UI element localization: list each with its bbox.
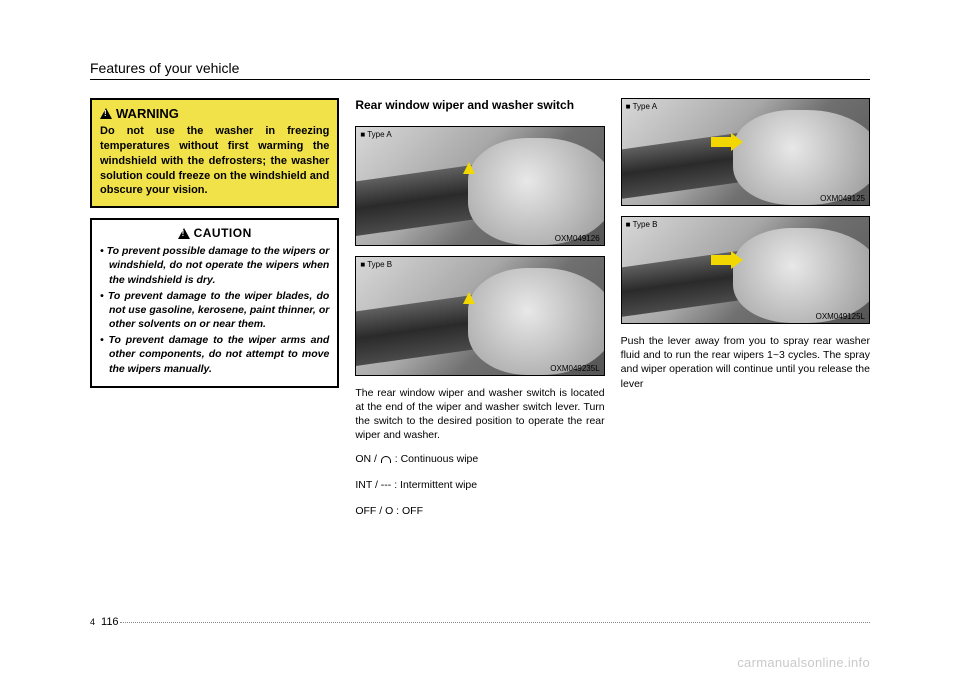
warning-body: Do not use the washer in freezing temper…: [100, 124, 329, 198]
warning-triangle-icon: [100, 108, 112, 119]
figure-right-type-a: ■ Type A OXM049125: [621, 98, 870, 206]
arrow-right-icon: [711, 255, 733, 265]
caution-triangle-icon: [178, 228, 190, 239]
hand-graphic: [468, 268, 605, 374]
arrow-right-icon: [711, 137, 733, 147]
figure-code: OXM049126: [555, 234, 600, 243]
warning-title: WARNING: [116, 106, 179, 121]
center-body-text: The rear window wiper and washer switch …: [355, 386, 604, 443]
figure-type-label: ■ Type B: [358, 259, 394, 270]
figure-type-label: ■ Type B: [624, 219, 660, 230]
section-header: Features of your vehicle: [90, 60, 870, 80]
caution-item: To prevent damage to the wiper arms and …: [100, 333, 329, 376]
arrow-up-icon: [463, 292, 475, 304]
hand-graphic: [468, 138, 605, 244]
setting-on-line: ON / : Continuous wipe: [355, 452, 604, 468]
caution-item: To prevent damage to the wiper blades, d…: [100, 289, 329, 332]
figure-center-type-a: ■ Type A OXM049126: [355, 126, 604, 246]
caution-body: To prevent possible damage to the wipers…: [100, 244, 329, 376]
hand-graphic: [733, 110, 870, 205]
column-center: Rear window wiper and washer switch ■ Ty…: [355, 98, 604, 520]
caution-title: CAUTION: [194, 226, 252, 240]
figure-right-type-b: ■ Type B OXM049125L: [621, 216, 870, 324]
on-suffix: : Continuous wipe: [392, 453, 478, 465]
rear-wiper-heading: Rear window wiper and washer switch: [355, 98, 604, 114]
column-left: WARNING Do not use the washer in freezin…: [90, 98, 339, 520]
page-number: 116: [101, 616, 119, 628]
figure-code: OXM049125: [820, 194, 865, 203]
figure-type-label: ■ Type A: [358, 129, 393, 140]
caution-title-row: CAUTION: [100, 226, 329, 240]
content-columns: WARNING Do not use the washer in freezin…: [90, 98, 870, 520]
page-footer: 4 116: [90, 616, 119, 628]
figure-code: OXM049235L: [550, 364, 599, 373]
figure-type-label: ■ Type A: [624, 101, 659, 112]
caution-box: CAUTION To prevent possible damage to th…: [90, 218, 339, 388]
figure-code: OXM049125L: [816, 312, 865, 321]
on-prefix: ON /: [355, 453, 380, 465]
watermark: carmanualsonline.info: [737, 655, 870, 670]
wiper-glyph-icon: [381, 456, 391, 463]
arrow-up-icon: [463, 162, 475, 174]
warning-box: WARNING Do not use the washer in freezin…: [90, 98, 339, 208]
column-right: ■ Type A OXM049125 ■ Type B OXM049125L P…: [621, 98, 870, 520]
figure-center-type-b: ■ Type B OXM049235L: [355, 256, 604, 376]
hand-graphic: [733, 228, 870, 323]
setting-int-line: INT / --- : Intermittent wipe: [355, 478, 604, 494]
caution-item: To prevent possible damage to the wipers…: [100, 244, 329, 287]
right-body-text: Push the lever away from you to spray re…: [621, 334, 870, 391]
chapter-number: 4: [90, 617, 95, 627]
footer-dotted-line: [120, 622, 870, 623]
setting-off-line: OFF / O : OFF: [355, 504, 604, 520]
warning-title-row: WARNING: [100, 106, 329, 121]
